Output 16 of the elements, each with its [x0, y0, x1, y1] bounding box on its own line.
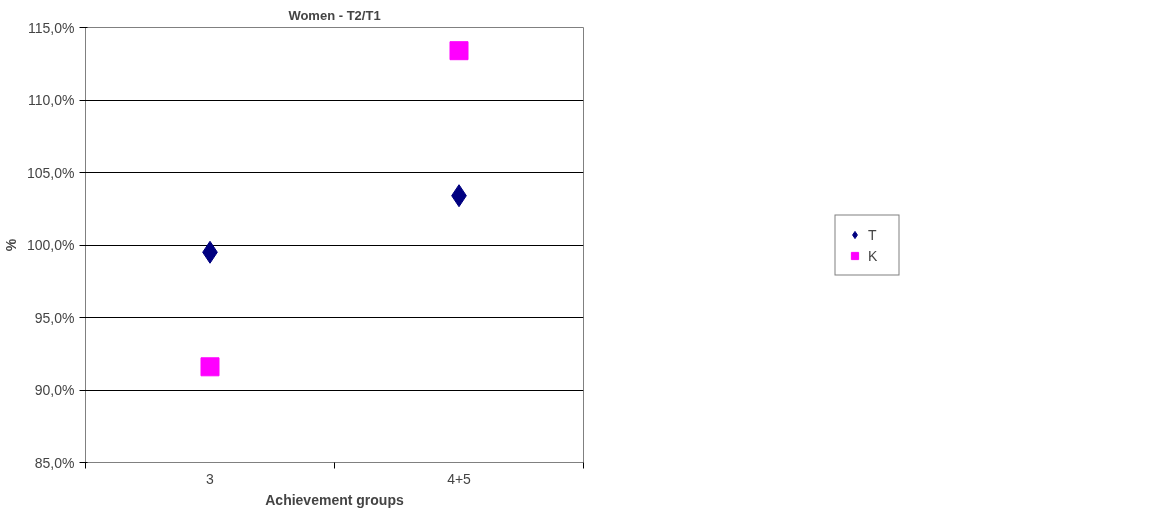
x-axis-title: Achievement groups: [265, 491, 404, 508]
point: [200, 357, 220, 377]
legend-label: T: [868, 226, 878, 242]
y-axis-title: %: [3, 238, 20, 252]
y-tick-label: 95,0%: [34, 309, 75, 326]
point: [449, 41, 469, 61]
y-tick-label: 110,0%: [28, 92, 75, 108]
y-tick-label: 90,0%: [34, 382, 75, 398]
legend-label: K: [868, 247, 879, 263]
y-tick-label: 115,0%: [28, 19, 75, 36]
y-tick-label: 85,0%: [34, 454, 75, 471]
y-tick-label: 100,0%: [27, 237, 75, 253]
chart-title: Women - T2/T1: [288, 7, 381, 23]
x-tick-label: 3: [206, 470, 215, 487]
x-tick-label: 4+5: [447, 470, 472, 487]
y-tick-label: 105,0%: [27, 164, 75, 181]
